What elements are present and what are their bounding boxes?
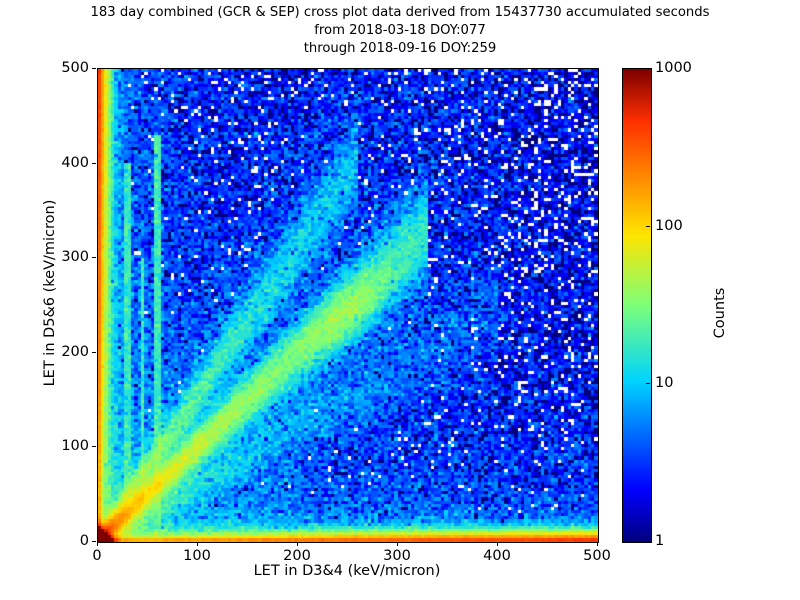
colorbar-tick-mark (646, 383, 650, 385)
y-tick-label: 400 (61, 154, 89, 171)
y-tick-label: 0 (79, 533, 89, 549)
figure-title: 183 day combined (GCR & SEP) cross plot … (0, 4, 800, 58)
y-tick-label: 100 (61, 438, 89, 455)
density-heatmap (98, 69, 598, 542)
x-tick-label: 0 (92, 548, 102, 564)
colorbar (622, 68, 652, 543)
x-tick-mark (297, 542, 298, 546)
x-tick-mark (497, 542, 498, 546)
y-tick-mark (92, 257, 96, 259)
title-line-1: 183 day combined (GCR & SEP) cross plot … (90, 5, 710, 20)
y-tick-mark (92, 446, 96, 448)
x-tick-label: 400 (483, 548, 511, 564)
y-axis-label: LET in D5&6 (keV/micron) (42, 199, 58, 387)
y-tick-mark (92, 162, 96, 164)
x-tick-label: 200 (283, 548, 311, 564)
x-tick-mark (397, 542, 398, 546)
colorbar-tick-label: 1000 (655, 60, 692, 76)
colorbar-tick-label: 100 (655, 217, 683, 234)
title-line-2: from 2018-03-18 DOY:077 (314, 23, 486, 38)
x-tick-label: 500 (583, 548, 611, 564)
colorbar-tick-mark (646, 225, 650, 227)
y-tick-label: 300 (61, 249, 89, 266)
colorbar-label: Counts (712, 287, 728, 339)
colorbar-gradient (623, 69, 651, 542)
y-tick-mark (92, 351, 96, 353)
x-tick-mark (197, 542, 198, 546)
y-tick-mark (92, 541, 96, 542)
x-tick-label: 300 (383, 548, 411, 564)
colorbar-tick-label: 1 (655, 533, 665, 549)
plot-axes (97, 68, 599, 543)
x-tick-mark (97, 542, 98, 546)
x-tick-label: 100 (183, 548, 211, 564)
y-tick-label: 200 (61, 343, 89, 360)
y-tick-label: 500 (61, 60, 89, 76)
title-line-3: through 2018-09-16 DOY:259 (303, 41, 497, 56)
y-tick-mark (92, 68, 96, 69)
colorbar-tick-label: 10 (655, 375, 674, 392)
x-axis-label: LET in D3&4 (keV/micron) (253, 563, 441, 579)
x-tick-mark (597, 542, 598, 546)
